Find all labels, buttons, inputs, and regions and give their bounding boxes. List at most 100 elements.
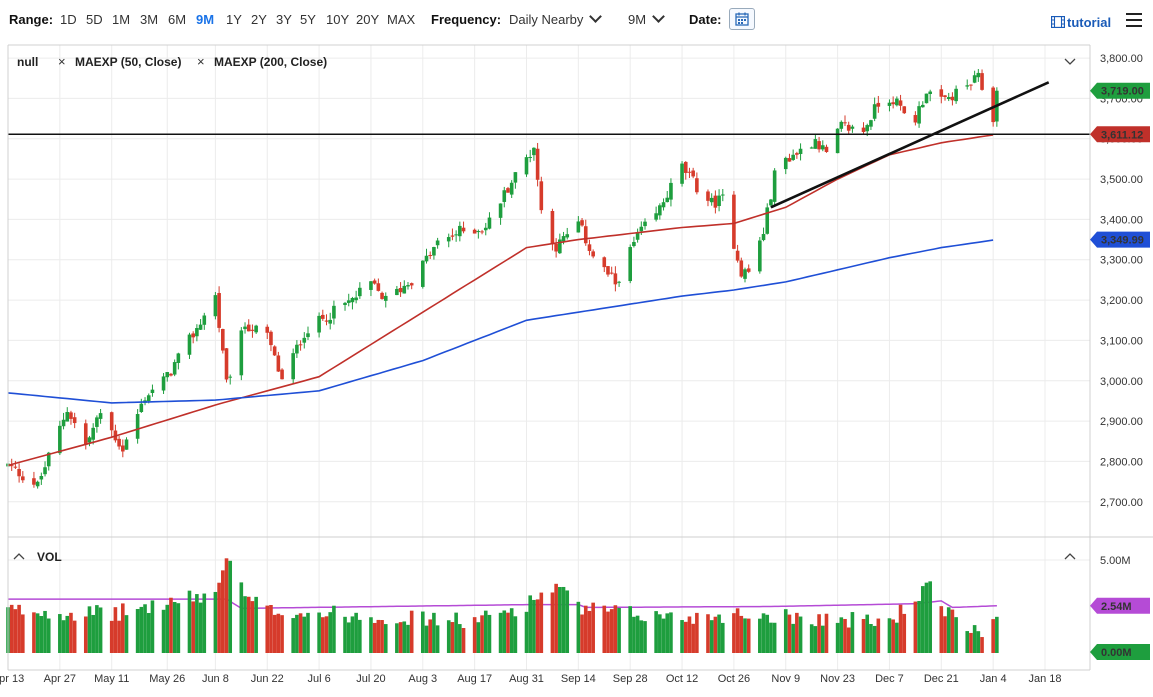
period-select[interactable]: 9M (628, 10, 665, 29)
volume-bar (21, 614, 25, 653)
candle-body (295, 344, 299, 354)
candle-body (480, 231, 484, 233)
range-6m[interactable]: 6M (168, 12, 187, 27)
candle-body (535, 148, 540, 180)
candle-body (772, 170, 777, 202)
range-5d[interactable]: 5D (86, 12, 103, 27)
range-1d[interactable]: 1D (60, 12, 77, 27)
remove-icon[interactable]: × (197, 54, 205, 69)
volume-bar (383, 624, 388, 653)
volume-bar (980, 637, 984, 653)
expand-chevron-icon[interactable] (13, 553, 25, 560)
volume-bar (135, 609, 140, 653)
volume-bar (221, 570, 225, 653)
candle-body (472, 229, 477, 234)
candle-body (865, 125, 870, 132)
candle-body (239, 330, 244, 376)
collapse-chevron-icon[interactable] (1064, 58, 1076, 65)
level-badge-label: 3,611.12 (1101, 129, 1143, 141)
menu-icon[interactable] (1126, 13, 1142, 27)
range-2y[interactable]: 2Y (251, 12, 267, 27)
candle-body (917, 106, 921, 124)
volume-bar (609, 609, 614, 653)
candle-body (254, 325, 258, 333)
candle-body (524, 157, 529, 175)
volume-bar (583, 605, 588, 653)
candle-body (717, 195, 721, 207)
volume-bar (658, 614, 662, 653)
range-1m[interactable]: 1M (112, 12, 131, 27)
candle-body (887, 102, 892, 106)
candle-body (765, 207, 770, 234)
date-tick-label: Sep 28 (613, 673, 648, 685)
volume-bar (450, 622, 455, 653)
candle-body (476, 231, 481, 233)
date-picker-button[interactable] (729, 8, 755, 30)
volume-bar (217, 582, 221, 653)
volume-bar (483, 610, 488, 653)
candle-body (95, 417, 99, 427)
candle-body (602, 257, 607, 268)
range-5y[interactable]: 5Y (300, 12, 316, 27)
candle-body (69, 412, 73, 419)
price-chart[interactable]: null × MAEXP (50, Close) × MAEXP (200, C… (0, 40, 1153, 697)
volume-bar (454, 612, 458, 653)
candle-body (972, 75, 977, 83)
candle-body (783, 157, 788, 170)
date-tick-label: Nov 23 (820, 673, 855, 685)
volume-bar (358, 619, 362, 653)
range-9m[interactable]: 9M (196, 12, 215, 27)
range-20y[interactable]: 20Y (356, 12, 380, 27)
candle-body (376, 283, 381, 291)
collapse-chevron-icon[interactable] (1064, 553, 1076, 560)
candlestick-series (6, 69, 999, 489)
candle-body (709, 197, 714, 203)
volume-bar (928, 581, 932, 653)
range-3m[interactable]: 3M (140, 12, 159, 27)
candle-body (458, 225, 462, 237)
volume-bar (176, 603, 181, 653)
candle-body (809, 147, 814, 149)
volume-bar (350, 616, 355, 653)
volume-bar (839, 617, 844, 653)
range-10y[interactable]: 10Y (326, 12, 350, 27)
volume-bar (328, 612, 333, 653)
volume-bar (487, 614, 492, 653)
range-max[interactable]: MAX (387, 12, 416, 27)
candle-body (706, 191, 710, 201)
candle-body (869, 120, 873, 127)
volume-bar (976, 631, 981, 653)
volume-bar (717, 614, 721, 653)
volume-bar (846, 627, 851, 653)
tutorial-link[interactable]: tutorial (1050, 15, 1111, 30)
candle-body (91, 427, 95, 440)
volume-bar (409, 610, 414, 653)
film-icon (1050, 15, 1066, 29)
volume-bar (109, 620, 114, 653)
range-3y[interactable]: 3Y (276, 12, 292, 27)
candle-body (43, 467, 47, 475)
candle-body (824, 146, 829, 153)
candle-body (665, 197, 670, 203)
range-1y[interactable]: 1Y (226, 12, 242, 27)
candle-body (835, 128, 840, 154)
volume-bar (991, 619, 995, 653)
candle-body (217, 293, 221, 328)
candle-body (576, 221, 581, 233)
volume-bar (458, 624, 462, 653)
volume-bar (424, 625, 429, 653)
volume-bar (143, 604, 147, 653)
frequency-value: Daily Nearby (509, 12, 584, 27)
volume-bar (835, 622, 840, 653)
volume-bar (191, 601, 195, 653)
volume-bar (535, 599, 540, 653)
frequency-select[interactable]: Daily Nearby (509, 10, 603, 29)
remove-icon[interactable]: × (58, 54, 66, 69)
volume-bar (172, 602, 177, 653)
price-badges: 3,719.00 3,611.12 3,349.99 2.54M 0.00M (1090, 82, 1150, 660)
candle-body (695, 178, 699, 193)
candle-body (346, 300, 351, 303)
candle-body (169, 373, 173, 376)
volume-bar (146, 613, 151, 653)
volume-bar (843, 618, 847, 653)
